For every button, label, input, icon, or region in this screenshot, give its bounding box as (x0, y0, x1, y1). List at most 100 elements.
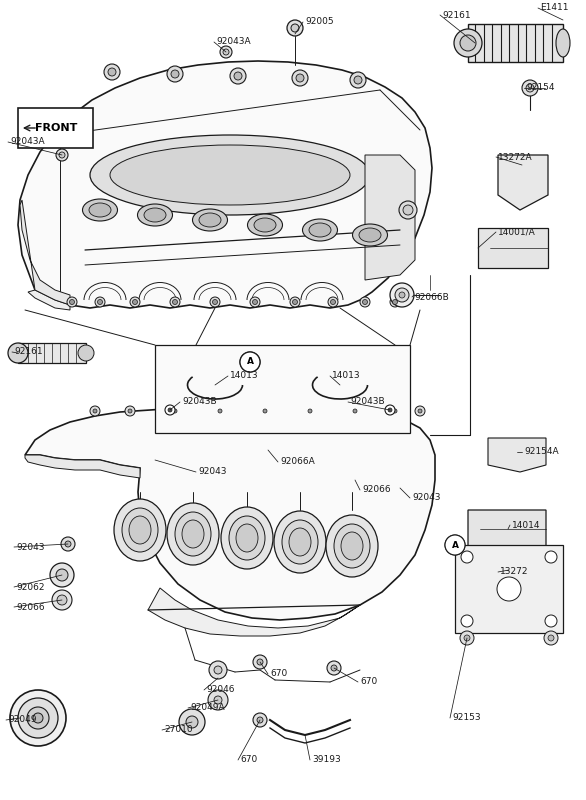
Text: 92043: 92043 (198, 467, 227, 477)
Text: 92066: 92066 (362, 486, 391, 494)
Circle shape (385, 405, 395, 415)
Circle shape (173, 409, 177, 413)
Circle shape (214, 696, 222, 704)
Polygon shape (25, 455, 140, 478)
Text: FRONT: FRONT (35, 123, 77, 133)
Circle shape (390, 406, 400, 416)
Bar (18, 343, 86, 363)
Text: AutoRepublik: AutoRepublik (173, 356, 413, 504)
Circle shape (464, 635, 470, 641)
Text: 92153: 92153 (452, 714, 481, 722)
Circle shape (445, 535, 465, 555)
Circle shape (93, 409, 97, 413)
Circle shape (90, 406, 100, 416)
Ellipse shape (138, 204, 172, 226)
Ellipse shape (122, 508, 158, 552)
Text: 92043A: 92043A (216, 38, 251, 46)
Circle shape (33, 713, 43, 723)
Ellipse shape (334, 524, 370, 568)
Circle shape (165, 405, 175, 415)
Circle shape (363, 299, 367, 305)
Text: 92066A: 92066A (280, 458, 315, 466)
Text: 13272: 13272 (500, 567, 529, 577)
Circle shape (354, 76, 362, 84)
Circle shape (263, 409, 267, 413)
Text: 14013: 14013 (230, 371, 258, 381)
Circle shape (526, 84, 534, 92)
Circle shape (290, 297, 300, 307)
Circle shape (50, 563, 74, 587)
Text: 92066B: 92066B (414, 293, 449, 302)
Ellipse shape (110, 145, 350, 205)
Ellipse shape (236, 524, 258, 552)
Circle shape (461, 615, 473, 627)
Circle shape (240, 352, 260, 372)
Circle shape (70, 299, 74, 305)
Circle shape (327, 661, 341, 675)
Circle shape (545, 615, 557, 627)
Polygon shape (365, 155, 415, 280)
Circle shape (97, 299, 103, 305)
Circle shape (56, 149, 68, 161)
Polygon shape (25, 408, 435, 620)
Circle shape (522, 80, 538, 96)
Polygon shape (478, 228, 548, 268)
Circle shape (253, 655, 267, 669)
Ellipse shape (229, 516, 265, 560)
Circle shape (257, 717, 263, 723)
Text: 14001/A: 14001/A (498, 227, 536, 237)
Circle shape (360, 297, 370, 307)
Circle shape (67, 297, 77, 307)
Text: E1411: E1411 (540, 3, 568, 13)
Bar (468, 24, 563, 62)
Ellipse shape (556, 29, 570, 57)
Circle shape (61, 537, 75, 551)
Text: 670: 670 (360, 678, 377, 686)
Circle shape (128, 409, 132, 413)
Circle shape (497, 577, 521, 601)
Circle shape (220, 46, 232, 58)
Text: 92049: 92049 (8, 715, 36, 725)
Circle shape (454, 29, 482, 57)
Text: 13272A: 13272A (498, 153, 533, 162)
Circle shape (52, 590, 72, 610)
Text: 92062: 92062 (16, 582, 45, 591)
Polygon shape (488, 438, 546, 472)
Ellipse shape (167, 503, 219, 565)
Circle shape (445, 535, 465, 555)
Ellipse shape (353, 224, 387, 246)
Text: 14013: 14013 (332, 371, 360, 381)
Text: 92046: 92046 (206, 686, 234, 694)
Circle shape (418, 409, 422, 413)
Circle shape (168, 408, 172, 412)
Circle shape (104, 64, 120, 80)
Circle shape (209, 661, 227, 679)
Circle shape (305, 406, 315, 416)
Circle shape (395, 288, 409, 302)
Circle shape (350, 72, 366, 88)
Circle shape (253, 713, 267, 727)
Circle shape (544, 631, 558, 645)
Ellipse shape (192, 209, 227, 231)
Text: A: A (247, 358, 254, 366)
Polygon shape (148, 588, 360, 636)
Circle shape (257, 659, 263, 665)
Ellipse shape (199, 213, 221, 227)
Circle shape (213, 299, 217, 305)
Text: 92043: 92043 (16, 542, 45, 551)
Ellipse shape (90, 135, 370, 215)
Circle shape (292, 299, 298, 305)
Circle shape (240, 352, 260, 372)
Circle shape (214, 666, 222, 674)
Circle shape (292, 70, 308, 86)
Circle shape (415, 406, 425, 416)
Circle shape (250, 297, 260, 307)
Text: 92154: 92154 (526, 83, 554, 93)
Ellipse shape (221, 507, 273, 569)
Ellipse shape (341, 532, 363, 560)
Circle shape (260, 406, 270, 416)
Ellipse shape (359, 228, 381, 242)
Circle shape (210, 297, 220, 307)
Circle shape (179, 709, 205, 735)
Text: 92043B: 92043B (350, 398, 384, 406)
